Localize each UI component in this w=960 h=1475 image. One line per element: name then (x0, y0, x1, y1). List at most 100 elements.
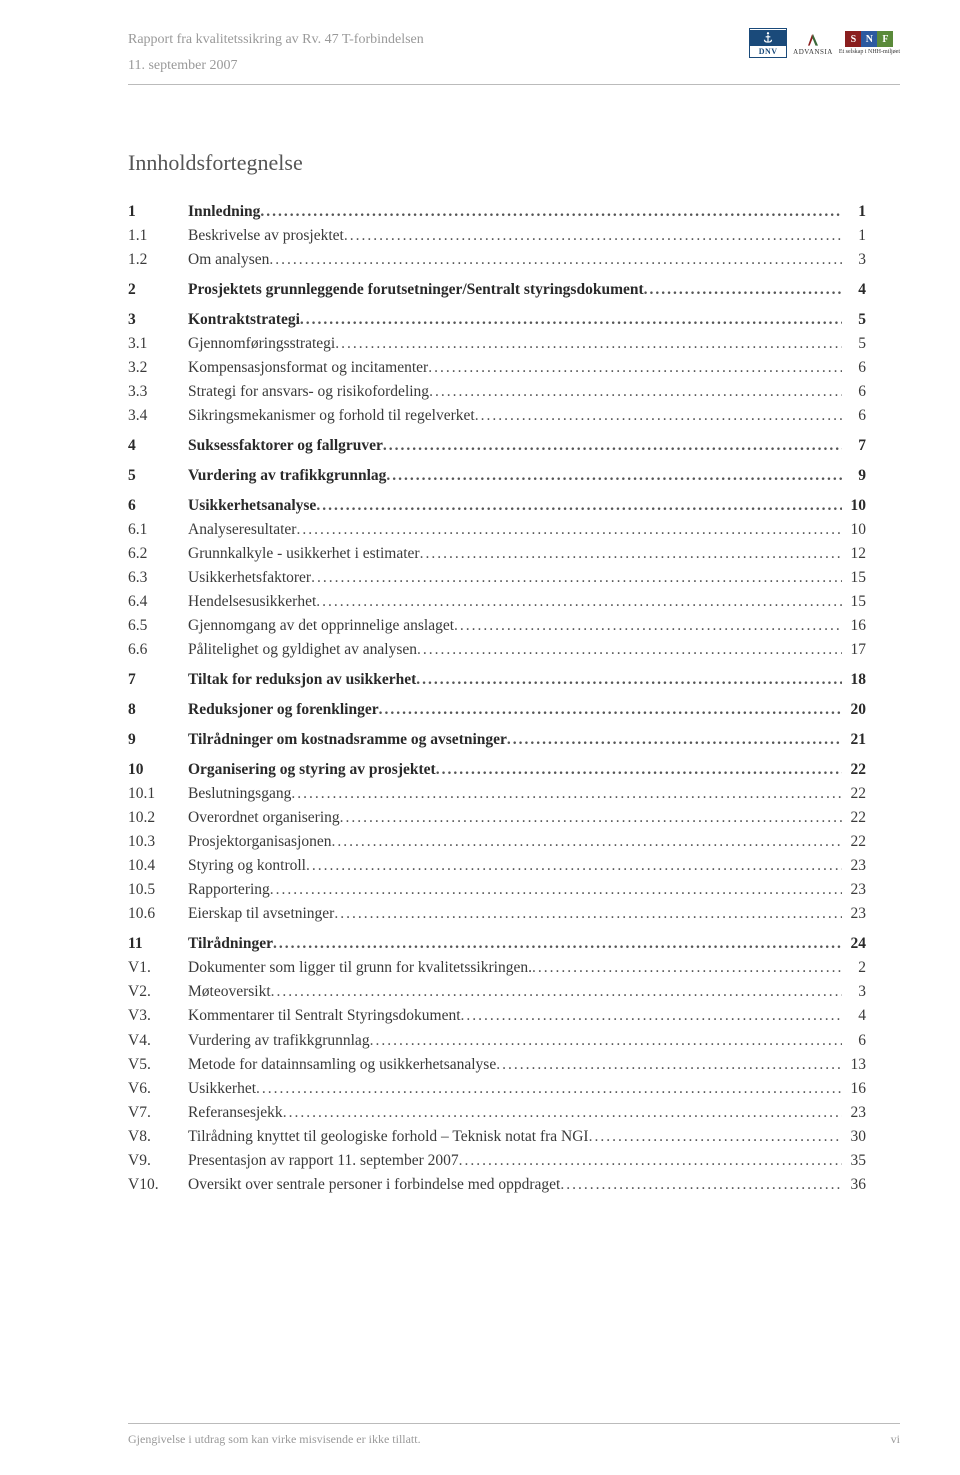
toc-entry-l1[interactable]: 9Tilrådninger om kostnadsramme og avsetn… (128, 728, 866, 752)
toc-entry-l2[interactable]: 6.5Gjennomgang av det opprinnelige ansla… (128, 614, 866, 638)
toc-leader (269, 248, 842, 272)
toc-entry-l2[interactable]: V3.Kommentarer til Sentralt Styringsdoku… (128, 1004, 866, 1028)
toc-leader (436, 758, 842, 782)
toc-number: 3 (128, 308, 188, 332)
toc-page: 16 (842, 1077, 866, 1101)
toc-leader (334, 902, 842, 926)
toc-text: Tilrådninger om kostnadsramme og avsetni… (188, 728, 507, 752)
toc-page: 1 (842, 200, 866, 224)
toc-text: Pålitelighet og gyldighet av analysen (188, 638, 417, 662)
toc-number: 3.1 (128, 332, 188, 356)
toc-entry-l2[interactable]: 10.6Eierskap til avsetninger23 (128, 902, 866, 926)
toc-entry-l1[interactable]: 11Tilrådninger24 (128, 932, 866, 956)
snf-logo: SNF Et selskap i NHH-miljøet (839, 31, 900, 55)
toc-entry-l1[interactable]: 8Reduksjoner og forenklinger20 (128, 698, 866, 722)
toc-entry-l2[interactable]: V5.Metode for datainnsamling og usikkerh… (128, 1053, 866, 1077)
toc-entry-l2[interactable]: 3.3Strategi for ansvars- og risikofordel… (128, 380, 866, 404)
toc-entry-l2[interactable]: 1.2Om analysen3 (128, 248, 866, 272)
toc-text: Oversikt over sentrale personer i forbin… (188, 1173, 560, 1197)
toc-page: 1 (842, 224, 866, 248)
toc-entry-l1[interactable]: 4Suksessfaktorer og fallgruver7 (128, 434, 866, 458)
toc-text: Vurdering av trafikkgrunnlag (188, 1029, 370, 1053)
toc-page: 22 (842, 806, 866, 830)
toc-number: 3.2 (128, 356, 188, 380)
snf-square: S (845, 31, 861, 47)
toc-page: 6 (842, 1029, 866, 1053)
toc-entry-l2[interactable]: V8.Tilrådning knyttet til geologiske for… (128, 1125, 866, 1149)
toc-number: V5. (128, 1053, 188, 1077)
toc-text: Referansesjekk (188, 1101, 283, 1125)
toc-entry-l2[interactable]: V7.Referansesjekk23 (128, 1101, 866, 1125)
toc-entry-l2[interactable]: 10.3Prosjektorganisasjonen22 (128, 830, 866, 854)
toc-number: V9. (128, 1149, 188, 1173)
toc-entry-l2[interactable]: V9.Presentasjon av rapport 11. september… (128, 1149, 866, 1173)
toc-entry-l2[interactable]: 10.1Beslutningsgang22 (128, 782, 866, 806)
toc-entry-l2[interactable]: 10.4Styring og kontroll23 (128, 854, 866, 878)
toc-number: 10.4 (128, 854, 188, 878)
toc-number: 1.2 (128, 248, 188, 272)
toc-text: Om analysen (188, 248, 269, 272)
toc-entry-l2[interactable]: V2.Møteoversikt3 (128, 980, 866, 1004)
toc-entry-l1[interactable]: 5Vurdering av trafikkgrunnlag9 (128, 464, 866, 488)
toc-leader (296, 518, 842, 542)
toc-entry-l1[interactable]: 2Prosjektets grunnleggende forutsetninge… (128, 278, 866, 302)
toc-text: Gjennomgang av det opprinnelige anslaget (188, 614, 454, 638)
toc-entry-l2[interactable]: 1.1Beskrivelse av prosjektet1 (128, 224, 866, 248)
toc-entry-l2[interactable]: 3.4Sikringsmekanismer og forhold til reg… (128, 404, 866, 428)
toc-page: 36 (842, 1173, 866, 1197)
snf-square: F (877, 31, 893, 47)
toc-text: Styring og kontroll (188, 854, 306, 878)
toc-leader (461, 1004, 843, 1028)
toc-number: V7. (128, 1101, 188, 1125)
toc-text: Usikkerhet (188, 1077, 256, 1101)
toc-entry-l2[interactable]: V1.Dokumenter som ligger til grunn for k… (128, 956, 866, 980)
toc-text: Metode for datainnsamling og usikkerhets… (188, 1053, 496, 1077)
toc-number: 10 (128, 758, 188, 782)
toc-entry-l2[interactable]: 6.2Grunnkalkyle - usikkerhet i estimater… (128, 542, 866, 566)
toc-number: 6.3 (128, 566, 188, 590)
toc-leader (475, 404, 842, 428)
toc-entry-l2[interactable]: 10.2Overordnet organisering22 (128, 806, 866, 830)
toc-leader (496, 1053, 842, 1077)
toc-entry-l2[interactable]: 3.2Kompensasjonsformat og incitamenter6 (128, 356, 866, 380)
toc-number: 4 (128, 434, 188, 458)
toc-leader (459, 1149, 842, 1173)
toc-entry-l1[interactable]: 10Organisering og styring av prosjektet2… (128, 758, 866, 782)
toc-entry-l1[interactable]: 1Innledning1 (128, 200, 866, 224)
toc-page: 4 (842, 278, 866, 302)
toc-leader (644, 278, 842, 302)
toc-entry-l2[interactable]: V6.Usikkerhet16 (128, 1077, 866, 1101)
footer-left: Gjengivelse i utdrag som kan virke misvi… (128, 1432, 421, 1447)
toc-text: Tiltak for reduksjon av usikkerhet (188, 668, 416, 692)
toc-page: 30 (842, 1125, 866, 1149)
toc-page: 6 (842, 356, 866, 380)
toc-entry-l2[interactable]: V10.Oversikt over sentrale personer i fo… (128, 1173, 866, 1197)
toc-entry-l2[interactable]: 6.6Pålitelighet og gyldighet av analysen… (128, 638, 866, 662)
toc-entry-l1[interactable]: 6Usikkerhetsanalyse10 (128, 494, 866, 518)
toc-entry-l2[interactable]: V4.Vurdering av trafikkgrunnlag6 (128, 1029, 866, 1053)
toc-number: 6.5 (128, 614, 188, 638)
toc-entry-l1[interactable]: 7Tiltak for reduksjon av usikkerhet18 (128, 668, 866, 692)
toc-leader (386, 464, 842, 488)
toc-leader (507, 728, 842, 752)
toc-leader (335, 332, 842, 356)
toc-entry-l2[interactable]: 6.1Analyseresultater10 (128, 518, 866, 542)
toc-entry-l1[interactable]: 3Kontraktstrategi5 (128, 308, 866, 332)
toc-entry-l2[interactable]: 3.1Gjennomføringsstrategi5 (128, 332, 866, 356)
toc-entry-l2[interactable]: 6.3Usikkerhetsfaktorer15 (128, 566, 866, 590)
toc-leader (429, 380, 842, 404)
toc-text: Vurdering av trafikkgrunnlag (188, 464, 386, 488)
toc-entry-l2[interactable]: 10.5Rapportering23 (128, 878, 866, 902)
toc-number: 10.3 (128, 830, 188, 854)
toc-leader (332, 830, 842, 854)
toc-leader (283, 1101, 842, 1125)
toc-page: 5 (842, 308, 866, 332)
toc-number: 10.6 (128, 902, 188, 926)
toc-leader (311, 566, 842, 590)
toc-text: Kommentarer til Sentralt Styringsdokumen… (188, 1004, 461, 1028)
toc-text: Reduksjoner og forenklinger (188, 698, 379, 722)
snf-logo-subtext: Et selskap i NHH-miljøet (839, 49, 900, 55)
toc-entry-l2[interactable]: 6.4Hendelsesusikkerhet15 (128, 590, 866, 614)
toc-page: 22 (842, 830, 866, 854)
content: Innholdsfortegnelse 1Innledning11.1Beskr… (128, 150, 866, 1197)
